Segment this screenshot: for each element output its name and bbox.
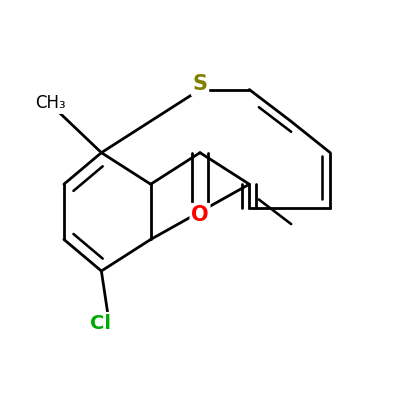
Text: O: O <box>191 204 209 224</box>
Text: S: S <box>192 74 208 94</box>
Text: Cl: Cl <box>90 314 111 332</box>
Text: CH₃: CH₃ <box>35 94 66 112</box>
